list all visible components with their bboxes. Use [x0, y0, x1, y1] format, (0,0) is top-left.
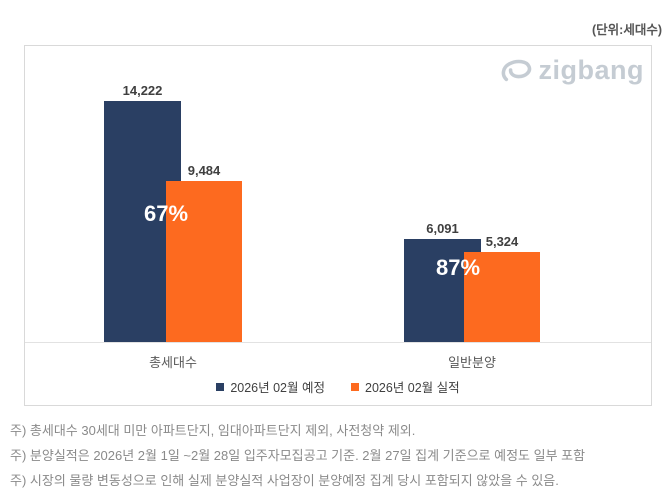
bar-group1-series1 [464, 252, 540, 342]
value-label-group0-series0: 14,222 [122, 83, 163, 98]
value-label-group0-series1: 9,484 [187, 163, 221, 178]
ratio-label-group0: 67% [143, 201, 189, 226]
x-axis-line [25, 342, 651, 343]
ratio-label-group1: 87% [435, 255, 481, 280]
legend-item-actual: 2026년 02월 실적 [351, 377, 460, 396]
category-label-group1: 일반분양 [448, 355, 496, 370]
legend: 2026년 02월 예정 2026년 02월 실적 [25, 377, 651, 396]
category-label-group0: 총세대수 [149, 355, 197, 370]
legend-label-planned: 2026년 02월 예정 [230, 381, 325, 395]
chart-panel: zigbang 14,222 9,484 67% 총세대수 6,091 5,324 87% 일… [24, 45, 652, 406]
legend-item-planned: 2026년 02월 예정 [216, 377, 325, 396]
footnotes: 주) 총세대수 30세대 미만 아파트단지, 임대아파트단지 제외, 사전청약 … [10, 418, 665, 493]
legend-label-actual: 2026년 02월 실적 [365, 381, 460, 395]
zigbang-logo: zigbang [501, 55, 645, 86]
footnote-3: 주) 시장의 물량 변동성으로 인해 실제 분양실적 사업장이 분양예정 집계 … [10, 473, 559, 488]
value-label-group1-series0: 6,091 [426, 221, 459, 236]
legend-swatch-actual [351, 382, 359, 391]
value-label-group1-series1: 5,324 [485, 234, 519, 249]
bar-group0-series1 [166, 181, 242, 342]
zigbang-logo-icon [501, 59, 531, 82]
bar-chart: 14,222 9,484 67% 총세대수 6,091 5,324 87% 일반분양 [25, 46, 651, 405]
footnote-2: 주) 분양실적은 2026년 2월 1일 ~2월 28일 입주자모집공고 기준.… [10, 448, 586, 463]
footnote-1: 주) 총세대수 30세대 미만 아파트단지, 임대아파트단지 제외, 사전청약 … [10, 423, 416, 438]
legend-swatch-planned [216, 382, 225, 391]
unit-label: (단위:세대수) [592, 23, 662, 37]
zigbang-logo-text: zigbang [538, 55, 644, 85]
